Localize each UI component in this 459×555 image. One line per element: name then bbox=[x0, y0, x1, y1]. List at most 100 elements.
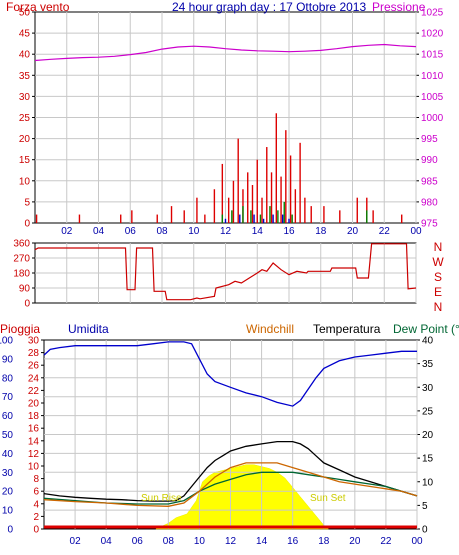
windchill-label: Windchill bbox=[246, 322, 294, 336]
p1-right-tick-label-980: 980 bbox=[421, 197, 438, 208]
p1-right-tick-label-1015: 1015 bbox=[421, 50, 444, 61]
rain-label: Pioggia bbox=[0, 322, 40, 336]
p1-right-tick-label-1005: 1005 bbox=[421, 92, 444, 103]
p3-rain-tick-label-4: 4 bbox=[33, 499, 39, 510]
p2-left-tick-label-270: 270 bbox=[13, 254, 30, 265]
p3-temp-tick-label-15: 15 bbox=[422, 454, 434, 465]
p1-right-tick-label-1025: 1025 bbox=[421, 8, 444, 19]
p1-right-tick-label-975: 975 bbox=[421, 219, 438, 230]
p3-humidity-tick-label-40: 40 bbox=[2, 449, 14, 460]
p1-x-tick-label-06: 06 bbox=[125, 226, 137, 237]
p3-rain-tick-label-0: 0 bbox=[33, 525, 39, 536]
p2-left-tick-label-0: 0 bbox=[24, 299, 30, 310]
p3-x-tick-label-04: 04 bbox=[101, 536, 113, 547]
direction-label-0: N bbox=[434, 240, 443, 254]
p1-x-tick-label-04: 04 bbox=[93, 226, 105, 237]
p3-temp-tick-label-35: 35 bbox=[422, 359, 434, 370]
p1-x-tick-label-20: 20 bbox=[347, 226, 359, 237]
p3-x-tick-label-20: 20 bbox=[349, 536, 361, 547]
p1-left-tick-label-45: 45 bbox=[19, 29, 31, 40]
p1-right-tick-label-1000: 1000 bbox=[421, 113, 444, 124]
p3-x-tick-label-16: 16 bbox=[287, 536, 299, 547]
p2-left-tick-label-180: 180 bbox=[13, 269, 30, 280]
p3-humidity-tick-label-80: 80 bbox=[2, 373, 14, 384]
p3-x-tick-label-00: 00 bbox=[411, 536, 423, 547]
p1-x-tick-label-08: 08 bbox=[156, 226, 168, 237]
p3-x-tick-label-12: 12 bbox=[225, 536, 237, 547]
p3-x-tick-label-10: 10 bbox=[194, 536, 206, 547]
temperature-line bbox=[43, 440, 418, 502]
p3-humidity-tick-label-30: 30 bbox=[2, 468, 14, 479]
p3-rain-tick-label-30: 30 bbox=[28, 336, 40, 347]
direction-label-1: W bbox=[432, 255, 444, 269]
p1-right-tick-label-985: 985 bbox=[421, 176, 438, 187]
p1-left-tick-label-25: 25 bbox=[19, 113, 31, 124]
humidity-label: Umidita bbox=[68, 322, 109, 336]
wind-direction-line bbox=[34, 243, 417, 301]
p3-rain-tick-label-8: 8 bbox=[33, 474, 39, 485]
p3-temp-tick-label-0: 0 bbox=[422, 525, 428, 536]
p3-rain-tick-label-22: 22 bbox=[28, 386, 40, 397]
p3-rain-tick-label-14: 14 bbox=[28, 436, 40, 447]
p3-humidity-tick-label-50: 50 bbox=[2, 430, 14, 441]
humidity-line bbox=[43, 341, 417, 407]
p1-x-tick-label-10: 10 bbox=[188, 226, 200, 237]
sunrise-label: Sun Rise bbox=[141, 493, 182, 504]
p1-left-tick-label-15: 15 bbox=[19, 155, 31, 166]
p3-temp-tick-label-20: 20 bbox=[422, 430, 434, 441]
p1-x-tick-label-16: 16 bbox=[283, 226, 295, 237]
p1-x-tick-label-00: 00 bbox=[410, 226, 422, 237]
p1-left-tick-label-30: 30 bbox=[19, 92, 31, 103]
p1-x-tick-label-22: 22 bbox=[379, 226, 391, 237]
p1-x-tick-label-02: 02 bbox=[61, 226, 73, 237]
wind-axis-label: Forza vento bbox=[6, 0, 70, 14]
p2-left-tick-label-90: 90 bbox=[19, 284, 31, 295]
p3-rain-tick-label-20: 20 bbox=[28, 399, 40, 410]
p3-rain-tick-label-24: 24 bbox=[28, 373, 40, 384]
p3-x-tick-label-08: 08 bbox=[163, 536, 175, 547]
p3-rain-tick-label-6: 6 bbox=[33, 487, 39, 498]
direction-label-4: N bbox=[434, 300, 443, 314]
p3-humidity-tick-label-60: 60 bbox=[2, 411, 14, 422]
p3-rain-tick-label-28: 28 bbox=[28, 348, 40, 359]
p1-left-tick-label-5: 5 bbox=[24, 197, 30, 208]
p3-rain-tick-label-18: 18 bbox=[28, 411, 40, 422]
p3-temp-tick-label-5: 5 bbox=[422, 501, 428, 512]
p1-x-tick-label-18: 18 bbox=[315, 226, 327, 237]
p3-humidity-tick-label-20: 20 bbox=[2, 487, 14, 498]
p3-x-tick-label-14: 14 bbox=[256, 536, 268, 547]
p1-x-tick-label-12: 12 bbox=[220, 226, 232, 237]
p1-x-tick-label-14: 14 bbox=[252, 226, 264, 237]
p3-humidity-tick-label-100: 100 bbox=[0, 336, 13, 347]
p3-humidity-tick-label-70: 70 bbox=[2, 392, 14, 403]
p1-left-tick-label-50: 50 bbox=[19, 8, 31, 19]
p2-left-tick-label-360: 360 bbox=[13, 239, 30, 250]
p1-right-tick-label-990: 990 bbox=[421, 155, 438, 166]
p1-left-tick-label-0: 0 bbox=[24, 219, 30, 230]
p3-x-tick-label-02: 02 bbox=[70, 536, 82, 547]
p3-temp-tick-label-30: 30 bbox=[422, 383, 434, 394]
chart-title: 24 hour graph day : 17 Ottobre 2013 bbox=[172, 0, 366, 14]
p3-temp-tick-label-40: 40 bbox=[422, 336, 434, 347]
p3-rain-tick-label-2: 2 bbox=[33, 512, 39, 523]
p3-rain-tick-label-10: 10 bbox=[28, 462, 40, 473]
pressure-axis-label: Pressione bbox=[372, 0, 426, 14]
p1-right-tick-label-995: 995 bbox=[421, 134, 438, 145]
p3-x-tick-label-06: 06 bbox=[132, 536, 144, 547]
p3-humidity-tick-label-90: 90 bbox=[2, 354, 14, 365]
p3-temp-tick-label-25: 25 bbox=[422, 406, 434, 417]
p3-rain-tick-label-26: 26 bbox=[28, 361, 40, 372]
windchill-line bbox=[43, 462, 418, 507]
p3-rain-tick-label-12: 12 bbox=[28, 449, 40, 460]
dewpoint-label: Dew Point (°C bbox=[393, 322, 459, 336]
p1-right-tick-label-1010: 1010 bbox=[421, 71, 444, 82]
p1-left-tick-label-20: 20 bbox=[19, 134, 31, 145]
p3-humidity-tick-label-0: 0 bbox=[7, 525, 13, 536]
direction-label-2: S bbox=[434, 270, 442, 284]
p1-right-tick-label-1020: 1020 bbox=[421, 29, 444, 40]
p1-left-tick-label-10: 10 bbox=[19, 176, 31, 187]
p3-rain-tick-label-16: 16 bbox=[28, 424, 40, 435]
temperature-label: Temperatura bbox=[313, 322, 381, 336]
